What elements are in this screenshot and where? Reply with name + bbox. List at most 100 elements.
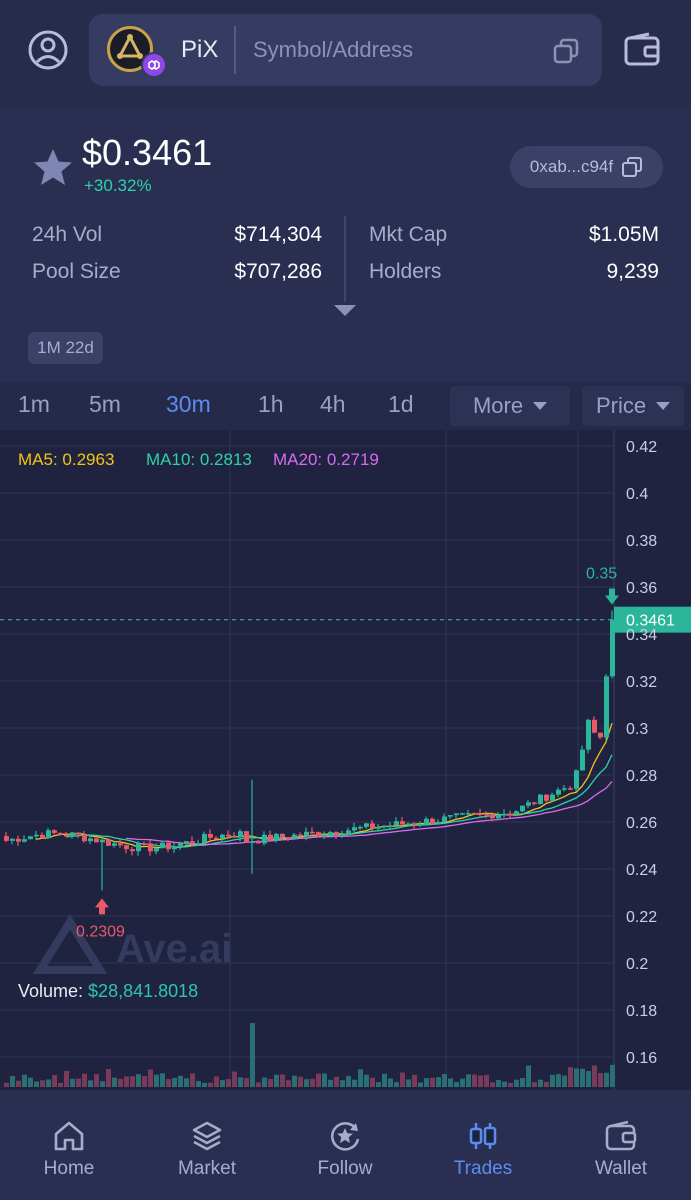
- search-bar[interactable]: PiX: [89, 14, 602, 86]
- volume-bar: [220, 1079, 225, 1087]
- candle-body: [592, 719, 597, 733]
- volume-bar: [388, 1078, 393, 1087]
- search-input[interactable]: [239, 26, 539, 74]
- volume-bar: [430, 1077, 435, 1087]
- volume-bar: [484, 1074, 489, 1087]
- candle-body: [460, 813, 465, 815]
- candle-body: [334, 832, 339, 835]
- volume-bar: [490, 1082, 495, 1087]
- volume-bar: [268, 1078, 273, 1087]
- candle-body: [310, 831, 315, 834]
- y-tick-label: 0.36: [626, 580, 657, 597]
- volume-bar: [40, 1080, 45, 1087]
- candle-body: [388, 825, 393, 828]
- candle-body: [394, 821, 399, 826]
- tab-4h[interactable]: 4h: [320, 391, 346, 417]
- volume-bar: [418, 1082, 423, 1087]
- candle-body: [232, 836, 237, 838]
- candle-body: [154, 848, 159, 852]
- home-icon: [52, 1118, 86, 1154]
- y-tick-label: 0.24: [626, 862, 657, 879]
- volume-bar: [352, 1079, 357, 1087]
- more-dropdown[interactable]: More: [450, 386, 570, 426]
- volume-bar: [424, 1078, 429, 1087]
- tab-1d[interactable]: 1d: [388, 391, 414, 417]
- volume-label: Volume: $28,841.8018: [18, 981, 198, 1002]
- expand-stats-icon[interactable]: [333, 304, 357, 318]
- ma20-legend: MA20: 0.2719: [273, 450, 379, 469]
- profile-icon[interactable]: [26, 28, 70, 72]
- y-tick-label: 0.3: [626, 721, 648, 738]
- top-bar: PiX: [0, 0, 691, 106]
- y-tick-label: 0.32: [626, 674, 657, 691]
- high-arrow-icon: [605, 588, 619, 605]
- y-tick-label: 0.2: [626, 956, 648, 973]
- holders-label: Holders: [369, 260, 442, 283]
- current-price-tag: [614, 606, 691, 633]
- favorite-star-icon[interactable]: [30, 144, 76, 190]
- volume-bar: [106, 1068, 111, 1087]
- candle-body: [370, 823, 375, 829]
- candle-body: [256, 841, 261, 844]
- candle-body: [292, 834, 297, 839]
- nav-trades[interactable]: Trades: [414, 1090, 552, 1200]
- price-dropdown[interactable]: Price: [582, 386, 684, 426]
- candle-body: [220, 834, 225, 839]
- candle-body: [472, 813, 477, 815]
- candle-body: [214, 837, 219, 840]
- chart-canvas[interactable]: Ave.ai 0.3461 0.2309 0.35 0.42 0.4 0.38 0.36 0…: [0, 430, 691, 1090]
- candle-body: [100, 839, 105, 843]
- address-text: 0xab...c94f: [529, 157, 614, 176]
- candle-body: [418, 824, 423, 826]
- ma5-legend: MA5: 0.2963: [18, 450, 115, 469]
- candle-body: [274, 833, 279, 841]
- volume-bar: [244, 1078, 249, 1087]
- candle-body: [262, 834, 267, 844]
- volume-bar: [280, 1074, 285, 1087]
- volume-bar: [400, 1072, 405, 1087]
- watermark-logo-icon: [32, 914, 108, 974]
- volume-bar: [202, 1082, 207, 1087]
- volume-bar: [76, 1078, 81, 1087]
- volume-bar: [454, 1082, 459, 1087]
- volume-bar: [64, 1070, 69, 1087]
- tab-1m[interactable]: 1m: [18, 391, 50, 417]
- candle-body: [22, 839, 27, 842]
- candle-body: [556, 789, 561, 795]
- candle-body: [538, 794, 543, 804]
- low-arrow-icon: [95, 898, 109, 915]
- volume-bar: [592, 1065, 597, 1087]
- candle-body: [328, 832, 333, 835]
- candle-body: [484, 813, 489, 816]
- candlestick-chart[interactable]: Ave.ai 0.3461 0.2309 0.35 0.42 0.4 0.38 0.36 0…: [0, 430, 691, 1090]
- nav-home[interactable]: Home: [0, 1090, 138, 1200]
- volume-bar: [34, 1081, 39, 1087]
- volume-bar: [448, 1078, 453, 1087]
- wallet-icon[interactable]: [622, 30, 662, 70]
- candle-body: [430, 818, 435, 824]
- volume-bar: [520, 1078, 525, 1087]
- candle-body: [94, 838, 99, 843]
- volume-bar: [556, 1074, 561, 1087]
- divider: [234, 26, 236, 74]
- tab-5m[interactable]: 5m: [89, 391, 121, 417]
- candle-body: [46, 830, 51, 839]
- tab-1h[interactable]: 1h: [258, 391, 284, 417]
- volume-bar: [472, 1074, 477, 1087]
- layers-icon: [191, 1118, 223, 1154]
- candle-body: [544, 794, 549, 801]
- volume-bar: [370, 1077, 375, 1087]
- nav-market[interactable]: Market: [138, 1090, 276, 1200]
- volume-bar: [478, 1075, 483, 1087]
- candle-body: [478, 813, 483, 815]
- nav-wallet[interactable]: Wallet: [552, 1090, 690, 1200]
- volume-bar: [58, 1082, 63, 1087]
- volume-bar: [118, 1078, 123, 1087]
- contract-address[interactable]: 0xab...c94f: [510, 146, 663, 188]
- nav-follow[interactable]: Follow: [276, 1090, 414, 1200]
- tab-30m[interactable]: 30m: [166, 391, 211, 417]
- volume-bar: [262, 1077, 267, 1087]
- candle-body: [280, 833, 285, 838]
- copy-icon[interactable]: [551, 36, 581, 66]
- candle-body: [58, 832, 63, 835]
